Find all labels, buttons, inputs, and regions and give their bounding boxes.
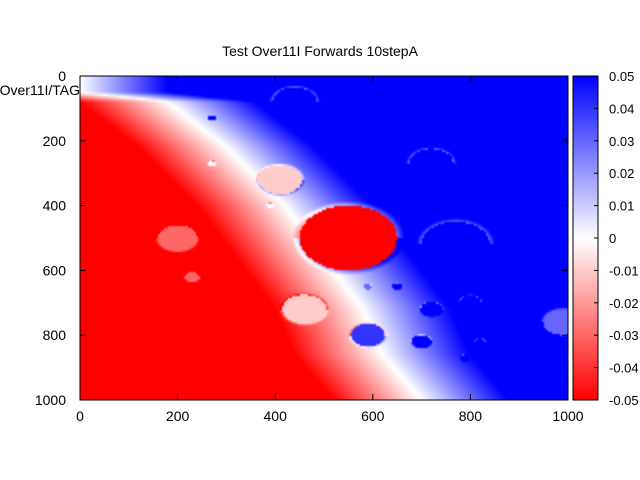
plot-area [79, 75, 569, 401]
x-tick-label: 600 [361, 408, 385, 424]
colorbar-gradient [573, 76, 598, 400]
x-tick-label: 800 [459, 408, 483, 424]
x-axis-ticks: 0 200 400 600 800 1000 [76, 76, 584, 424]
y-axis-label: Over11I/TAG [0, 82, 80, 98]
colorbar-tick-label: -0.04 [609, 361, 639, 376]
y-tick-label: 600 [43, 262, 67, 278]
colorbar-ticks: 0.05 0.04 0.03 0.02 0.01 0 -0.01 -0.02 -0.03 -0.0… [594, 69, 639, 408]
colorbar-tick-label: 0.01 [609, 199, 634, 214]
plot-border [79, 75, 569, 401]
colorbar: 0.05 0.04 0.03 0.02 0.01 0 -0.01 -0.02 -0.03 -0.0… [572, 69, 639, 408]
y-tick-label: 0 [58, 68, 66, 84]
chart-title: Test Over11I Forwards 10stepA [222, 43, 418, 59]
colorbar-tick-label: -0.05 [609, 393, 639, 408]
y-tick-label: 200 [43, 133, 67, 149]
colorbar-tick-label: 0.03 [609, 134, 634, 149]
colorbar-tick-label: 0.05 [609, 69, 634, 84]
x-tick-label: 400 [264, 408, 288, 424]
x-tick-label: 0 [76, 408, 84, 424]
heatmap-image [80, 76, 568, 400]
colorbar-tick-label: -0.02 [609, 296, 639, 311]
x-tick-label: 1000 [552, 408, 583, 424]
colorbar-tick-label: -0.03 [609, 328, 639, 343]
y-tick-label: 800 [43, 327, 67, 343]
colorbar-tick-label: 0.04 [609, 101, 634, 116]
x-tick-label: 200 [166, 408, 190, 424]
colorbar-tick-label: -0.01 [609, 263, 639, 278]
y-tick-label: 400 [43, 198, 67, 214]
y-axis-ticks: 0 200 400 600 800 1000 [35, 68, 568, 408]
colorbar-tick-label: 0.02 [609, 166, 634, 181]
colorbar-tick-label: 0 [609, 231, 616, 246]
y-tick-label: 1000 [35, 392, 66, 408]
